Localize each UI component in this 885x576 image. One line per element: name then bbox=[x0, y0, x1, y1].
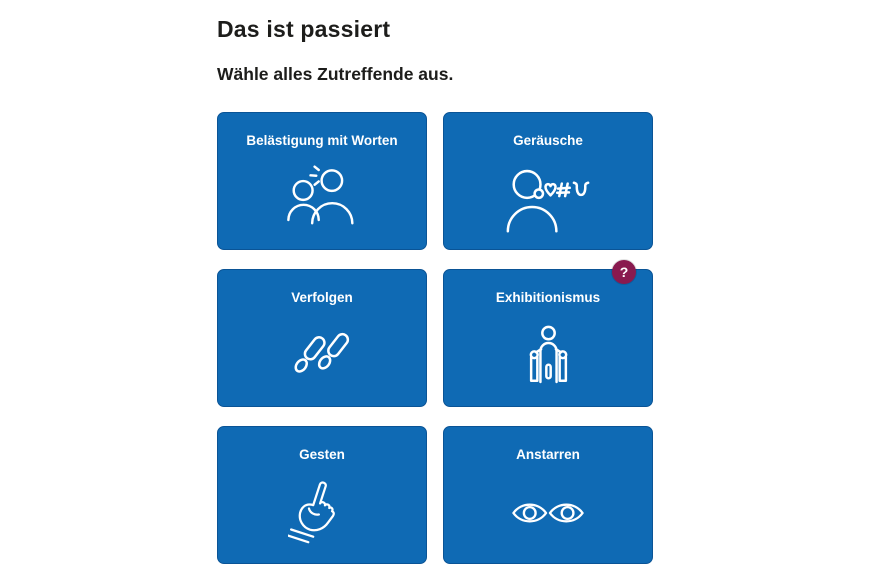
verbal-harassment-icon bbox=[281, 149, 363, 249]
answer-tile-grid: Belästigung mit Worten Geräusche bbox=[217, 112, 653, 564]
tile-gesten[interactable]: Gesten bbox=[217, 426, 427, 564]
question-panel: Das ist passiert Wähle alles Zutreffende… bbox=[217, 0, 653, 564]
tile-belaestigung-mit-worten[interactable]: Belästigung mit Worten bbox=[217, 112, 427, 250]
tile-label: Verfolgen bbox=[291, 290, 353, 305]
help-badge[interactable]: ? bbox=[612, 260, 636, 284]
staring-eyes-icon bbox=[512, 463, 584, 563]
tile-verfolgen[interactable]: Verfolgen bbox=[217, 269, 427, 407]
footprints-icon bbox=[283, 306, 361, 406]
page-title: Das ist passiert bbox=[217, 16, 391, 42]
tile-geraeusche[interactable]: Geräusche bbox=[443, 112, 653, 250]
instruction-text: Wähle alles Zutreffende aus. bbox=[217, 64, 454, 84]
tile-label: Exhibitionismus bbox=[495, 290, 601, 305]
tile-anstarren[interactable]: Anstarren bbox=[443, 426, 653, 564]
noises-icon bbox=[502, 149, 594, 249]
tile-label: Gesten bbox=[299, 447, 345, 462]
middle-finger-gesture-icon bbox=[288, 463, 356, 563]
tile-exhibitionismus[interactable]: ? Exhibitionismus bbox=[443, 260, 653, 407]
exhibitionism-icon bbox=[526, 306, 571, 406]
tile-label: Geräusche bbox=[513, 133, 583, 148]
tile-label: Belästigung mit Worten bbox=[246, 133, 398, 148]
tile-label: Anstarren bbox=[516, 447, 580, 462]
